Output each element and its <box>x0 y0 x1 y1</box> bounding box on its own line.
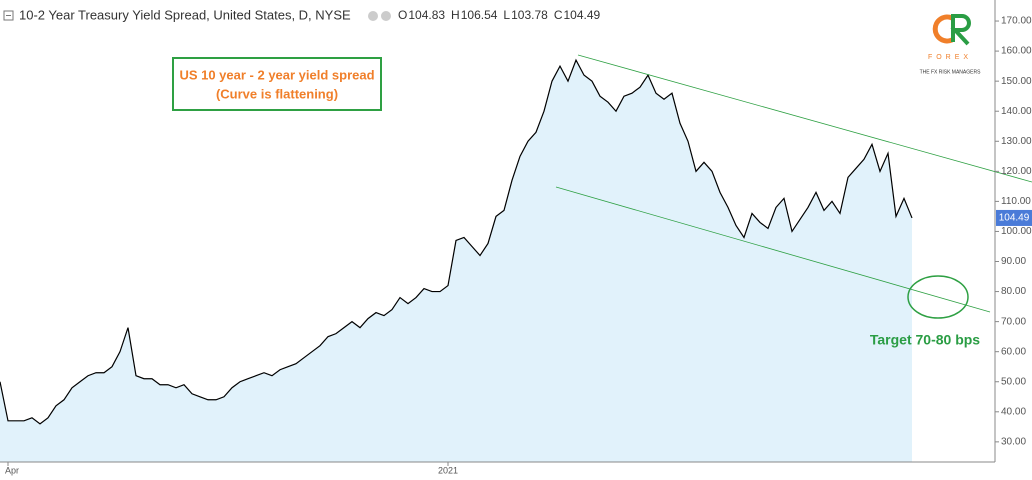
collapse-icon[interactable] <box>3 10 14 21</box>
ohlc-label: H <box>451 8 460 22</box>
annotation: US 10 year - 2 year yield spread <box>179 67 374 82</box>
area <box>0 60 912 462</box>
y-tick-label: 170.00 <box>1001 16 1032 27</box>
y-tick-label: 140.00 <box>1001 106 1032 117</box>
y-tick-label: 150.00 <box>1001 76 1032 87</box>
last-value-label: 104.49 <box>999 213 1030 224</box>
logo-r <box>950 14 971 46</box>
y-tick-label: 110.00 <box>1001 196 1031 207</box>
y-tick-label: 160.00 <box>1001 46 1032 57</box>
ohlc-value: 103.78 <box>511 8 548 22</box>
channel-bottom <box>555 186 991 313</box>
target-circle <box>907 275 969 319</box>
y-tick-label: 80.00 <box>1001 286 1026 297</box>
logo-tagline: THE FX RISK MANAGERS <box>920 69 982 75</box>
plot-area <box>0 58 913 462</box>
y-tick-label: 90.00 <box>1001 256 1026 267</box>
header-icon[interactable] <box>368 11 378 21</box>
header: 10-2 Year Treasury Yield Spread, United … <box>3 7 391 22</box>
annotation-box <box>172 57 382 111</box>
ohlc-value: 106.54 <box>461 8 498 22</box>
channel-top <box>577 54 1032 183</box>
y-tick-label: 30.00 <box>1001 437 1026 448</box>
logo-c <box>932 14 953 44</box>
y-tick-label: 120.00 <box>1001 166 1032 177</box>
chart-title: 10-2 Year Treasury Yield Spread, United … <box>19 7 351 22</box>
ohlc-label: C <box>554 8 563 22</box>
annotation: (Curve is flattening) <box>216 86 338 101</box>
ohlc: O 104.83 H 106.54 L 103.78 C 104.49 <box>398 8 601 22</box>
y-tick-label: 40.00 <box>1001 406 1026 417</box>
y-tick-label: 130.00 <box>1001 136 1032 147</box>
x-tick-label: Apr <box>5 465 19 475</box>
last-value-box <box>996 209 1032 226</box>
y-tick-label: 100.00 <box>1001 226 1032 237</box>
y-tick-label: 60.00 <box>1001 346 1026 357</box>
logo: FOREX THE FX RISK MANAGERS <box>920 14 982 75</box>
logo-name: FOREX <box>928 54 972 61</box>
ohlc-label: L <box>503 8 510 22</box>
annotation: Target 70-80 bps <box>870 332 980 348</box>
y-tick-label: 50.00 <box>1001 376 1026 387</box>
header-icon[interactable] <box>381 11 391 21</box>
line <box>0 58 913 425</box>
ohlc-value: 104.83 <box>408 8 445 22</box>
ohlc-value: 104.49 <box>563 8 600 22</box>
y-tick-label: 70.00 <box>1001 316 1026 327</box>
ohlc-label: O <box>398 8 407 22</box>
x-tick-label: 2021 <box>438 465 458 475</box>
